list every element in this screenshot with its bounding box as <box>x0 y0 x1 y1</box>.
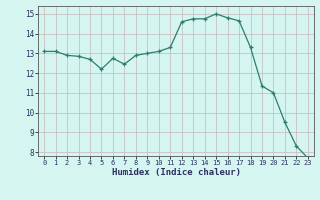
X-axis label: Humidex (Indice chaleur): Humidex (Indice chaleur) <box>111 168 241 177</box>
